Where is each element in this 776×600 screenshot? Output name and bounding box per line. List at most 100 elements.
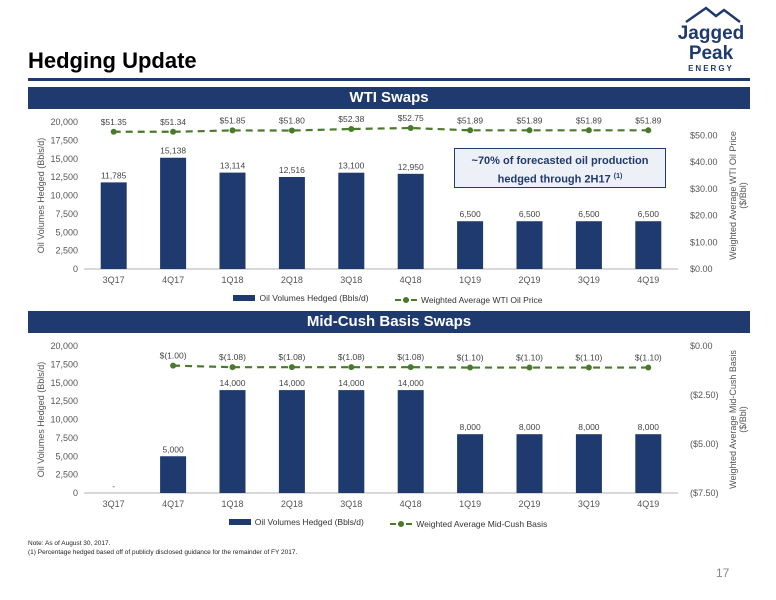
line-value-label: $(1.08): [397, 352, 424, 362]
x-tick-label: 1Q18: [221, 275, 243, 285]
bar: [397, 390, 424, 493]
y-tick-label: 12,500: [50, 172, 78, 182]
x-tick-label: 2Q19: [518, 499, 540, 509]
bar: [575, 434, 602, 493]
x-tick-label: 4Q19: [637, 275, 659, 285]
bar: [338, 390, 365, 493]
bar-value-label: 14,000: [220, 378, 246, 388]
line-value-label: $51.85: [220, 115, 246, 125]
y-tick-label: 2,500: [55, 246, 78, 256]
line-value-label: $51.80: [279, 116, 305, 126]
bar: [160, 456, 187, 493]
bar-value-label: 14,000: [398, 378, 424, 388]
bar: [457, 221, 484, 269]
line-value-label: $52.38: [338, 114, 364, 124]
y2-tick-label: $30.00: [690, 184, 718, 194]
line-point: [645, 364, 652, 371]
y-tick-label: 0: [73, 488, 78, 498]
line-value-label: $(1.00): [160, 351, 187, 361]
legend-label-volumes-2: Oil Volumes Hedged (Bbls/d): [254, 517, 364, 527]
x-tick-label: 3Q18: [340, 499, 362, 509]
legend-line-swatch: [394, 297, 417, 303]
x-tick-label: 1Q19: [459, 275, 481, 285]
bar-value-label: -: [112, 481, 115, 491]
line-value-label: $(1.10): [516, 353, 543, 363]
company-logo: Jagged Peak ENERGY: [678, 6, 745, 73]
line-point: [526, 364, 533, 371]
legend-bar-swatch: [233, 295, 256, 301]
y-tick-label: 7,500: [55, 433, 78, 443]
y-tick-label: 10,000: [50, 415, 78, 425]
x-tick-label: 4Q18: [400, 499, 422, 509]
line-point: [348, 126, 355, 133]
bar: [338, 172, 365, 269]
x-tick-label: 1Q18: [221, 499, 243, 509]
bar: [575, 221, 602, 269]
bar: [457, 434, 484, 493]
legend-label-basis: Weighted Average Mid-Cush Basis: [416, 519, 548, 529]
page-number: 17: [716, 566, 730, 580]
bar-value-label: 8,000: [459, 422, 481, 432]
y2-tick-label: $50.00: [690, 130, 718, 140]
bar-value-label: 6,500: [459, 209, 481, 219]
line-value-label: $51.35: [101, 117, 127, 127]
note-line-2: (1) Percentage hedged based off of publi…: [28, 549, 298, 556]
x-tick-label: 2Q18: [281, 275, 303, 285]
x-tick-label: 3Q19: [578, 499, 600, 509]
y-tick-label: 5,000: [55, 227, 78, 237]
y2-axis-label: ($/Bbl): [738, 182, 748, 209]
y-tick-label: 10,000: [50, 191, 78, 201]
bar: [635, 434, 662, 493]
midcush-swaps-chart: 0 2,500 5,000 7,500 10,000 12,500 15,000 17,500…: [36, 341, 748, 509]
line-value-label: $(1.08): [219, 352, 246, 362]
bar-value-label: 13,114: [220, 161, 246, 171]
logo-line2: Peak: [689, 43, 734, 64]
y-tick-label: 5,000: [55, 451, 78, 461]
line-value-label: $(1.10): [635, 353, 662, 363]
bar-value-label: 8,000: [638, 422, 660, 432]
y2-axis-label: Weighted Average WTI Oil Price: [728, 131, 738, 260]
bar-value-label: 6,500: [638, 209, 660, 219]
bar-value-label: 12,516: [279, 165, 305, 175]
y2-axis-label: Weighted Average Mid-Cush Basis: [728, 350, 738, 489]
line-point: [407, 125, 414, 132]
y2-tick-label: $0.00: [690, 341, 713, 351]
y-tick-label: 7,500: [55, 209, 78, 219]
line-point: [467, 127, 474, 134]
x-tick-label: 2Q19: [518, 275, 540, 285]
title-rule: [28, 78, 750, 81]
x-tick-label: 3Q18: [340, 275, 362, 285]
x-tick-label: 1Q19: [459, 499, 481, 509]
legend-bar-swatch: [228, 519, 251, 525]
y2-tick-label: $40.00: [690, 157, 718, 167]
logo-line1: Jagged: [678, 23, 745, 44]
line-value-label: $(1.10): [457, 353, 484, 363]
legend-item-volumes-2: Oil Volumes Hedged (Bbls/d): [228, 517, 364, 527]
bar: [516, 434, 543, 493]
line-point: [348, 364, 355, 371]
line-point: [229, 127, 236, 134]
x-tick-label: 3Q19: [578, 275, 600, 285]
midcush-legend: Oil Volumes Hedged (Bbls/d) Weighted Ave…: [0, 517, 776, 529]
series-line: [173, 364, 649, 369]
line-value-label: $51.89: [635, 115, 661, 125]
y2-axis-label: ($/Bbl): [738, 406, 748, 433]
line-value-label: $52.75: [398, 113, 424, 123]
y-tick-label: 15,000: [50, 378, 78, 388]
line-point: [467, 364, 474, 371]
bar-value-label: 6,500: [519, 209, 541, 219]
bar-value-label: 5,000: [162, 444, 184, 454]
line-point: [585, 364, 592, 371]
x-tick-label: 3Q17: [103, 275, 125, 285]
y-tick-label: 0: [73, 264, 78, 274]
y-axis-label: Oil Volumes Hedged (Bbls/d): [36, 362, 46, 478]
line-point: [170, 128, 177, 135]
line-value-label: $51.34: [160, 117, 186, 127]
bar-value-label: 15,138: [160, 146, 186, 156]
y2-tick-label: ($7.50): [690, 488, 719, 498]
bar: [397, 173, 424, 269]
midcush-panel-header: Mid-Cush Basis Swaps: [28, 311, 750, 333]
x-tick-label: 2Q18: [281, 499, 303, 509]
y2-tick-label: $20.00: [690, 211, 718, 221]
x-tick-label: 4Q17: [162, 275, 184, 285]
